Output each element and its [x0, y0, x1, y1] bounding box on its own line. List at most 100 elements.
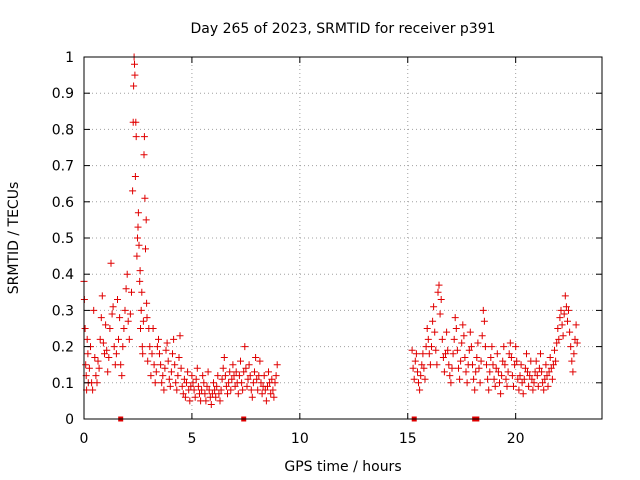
data-point	[511, 361, 519, 369]
data-point	[498, 372, 506, 380]
data-point	[505, 350, 513, 358]
data-point	[224, 390, 231, 398]
data-point	[553, 339, 561, 347]
data-point	[493, 350, 501, 358]
data-point	[156, 350, 163, 358]
data-point	[506, 339, 514, 347]
data-point	[569, 368, 577, 376]
data-point	[412, 350, 420, 358]
data-point	[271, 379, 279, 387]
data-point	[244, 375, 252, 383]
data-point	[546, 354, 554, 361]
y-tick-label: 1	[65, 50, 74, 66]
data-point	[444, 346, 452, 354]
data-point	[150, 361, 158, 369]
data-point	[436, 310, 444, 318]
data-point	[452, 325, 460, 332]
chart-title: Day 265 of 2023, SRMTID for receiver p39…	[190, 21, 495, 37]
data-point	[529, 386, 537, 394]
data-point	[531, 368, 539, 376]
data-point	[557, 306, 565, 314]
data-point	[421, 375, 429, 383]
data-point	[251, 368, 258, 376]
data-point	[152, 368, 160, 376]
data-point	[445, 361, 453, 369]
data-point	[491, 382, 499, 390]
data-point	[446, 372, 454, 380]
data-point	[564, 317, 571, 325]
data-point	[170, 335, 178, 343]
data-point	[539, 379, 547, 387]
data-point	[213, 382, 221, 390]
data-point	[143, 314, 151, 322]
data-point	[538, 368, 546, 376]
data-point	[547, 364, 555, 372]
data-point	[231, 382, 239, 390]
data-point	[83, 335, 91, 343]
data-point	[237, 357, 244, 365]
data-point	[417, 372, 425, 380]
data-point	[431, 328, 439, 336]
data-point	[118, 372, 126, 380]
data-point	[238, 379, 246, 387]
data-point	[258, 390, 266, 398]
data-point	[501, 361, 509, 369]
data-point	[257, 379, 265, 387]
data-point	[530, 379, 538, 387]
data-point	[90, 306, 98, 314]
data-point	[248, 393, 256, 401]
data-point	[136, 267, 144, 275]
data-point	[565, 306, 572, 314]
data-point	[537, 350, 544, 358]
data-point	[98, 292, 106, 300]
data-point	[450, 335, 458, 343]
data-point	[218, 375, 226, 383]
data-point	[202, 397, 210, 405]
data-point	[246, 372, 254, 380]
data-point	[151, 379, 159, 387]
data-point	[199, 372, 207, 380]
data-point	[429, 317, 437, 325]
data-point	[227, 386, 235, 394]
data-point	[132, 133, 140, 141]
data-point	[138, 343, 146, 351]
data-point	[559, 332, 567, 340]
data-point	[499, 357, 507, 365]
data-point	[180, 375, 188, 383]
data-point	[226, 368, 234, 376]
data-point	[481, 343, 489, 351]
data-point	[204, 368, 212, 376]
data-point	[525, 382, 533, 390]
data-point	[414, 368, 421, 376]
data-point	[489, 361, 497, 369]
data-point	[114, 296, 121, 303]
data-point	[409, 364, 417, 372]
data-point	[542, 361, 550, 369]
data-point	[507, 354, 515, 361]
data-point	[92, 372, 100, 380]
data-point	[229, 361, 237, 369]
data-point	[480, 317, 488, 325]
data-point	[520, 375, 528, 383]
data-point	[256, 357, 264, 365]
data-point	[269, 386, 277, 394]
data-point	[573, 339, 581, 347]
data-point	[139, 317, 147, 325]
data-point	[451, 314, 459, 322]
data-point	[453, 346, 461, 354]
data-point	[102, 321, 110, 329]
data-point	[496, 379, 503, 387]
data-point	[228, 375, 236, 383]
data-point	[479, 306, 487, 314]
data-point	[458, 339, 466, 347]
data-point	[249, 379, 257, 387]
data-point	[140, 133, 148, 141]
data-point	[560, 310, 568, 318]
data-point	[416, 386, 424, 394]
data-point	[82, 361, 90, 369]
data-point	[521, 364, 529, 372]
data-point	[134, 209, 142, 217]
data-point	[570, 350, 578, 358]
y-tick-label: 0.2	[52, 340, 74, 356]
data-point	[488, 343, 496, 351]
